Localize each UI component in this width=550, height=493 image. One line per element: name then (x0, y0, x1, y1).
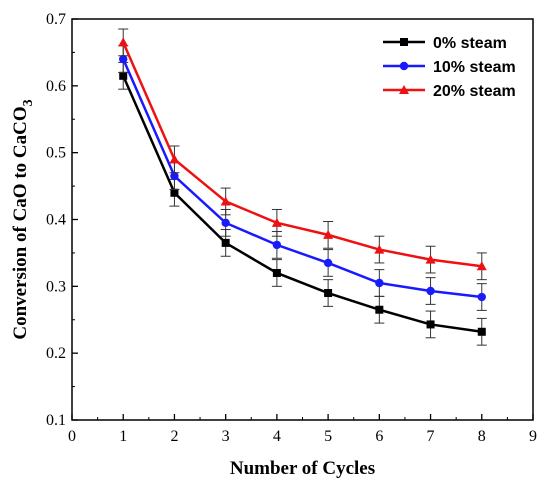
y-axis-title-main: Conversion of CaO to CaCO (10, 106, 31, 339)
series-0-steam (118, 61, 487, 346)
x-tick-label: 6 (375, 428, 383, 445)
series-layer (118, 28, 487, 346)
legend-marker (399, 61, 409, 71)
y-tick-label: 0.1 (46, 412, 66, 429)
y-axis-title-subscript: 3 (21, 99, 36, 106)
x-tick-label: 8 (478, 428, 486, 445)
x-tick-label: 2 (170, 428, 178, 445)
data-point (477, 292, 486, 302)
plot-frame (71, 18, 534, 421)
x-tick-label: 1 (119, 428, 127, 445)
data-point (323, 258, 333, 268)
data-point (476, 261, 487, 271)
data-point (323, 229, 334, 239)
data-point (375, 278, 384, 288)
data-point (426, 320, 435, 329)
y-tick-label: 0.3 (46, 278, 66, 295)
legend-item: 10% steam (383, 59, 516, 76)
data-point (477, 327, 486, 336)
data-point (271, 217, 282, 227)
data-point (324, 289, 333, 298)
x-tick-label: 5 (324, 428, 332, 445)
legend-item: 0% steam (383, 35, 507, 52)
data-point (221, 238, 230, 247)
series-10-steam (118, 45, 487, 311)
legend-marker (399, 85, 409, 94)
x-tick-label: 9 (529, 428, 537, 445)
series-line (122, 41, 482, 268)
data-point (118, 37, 129, 47)
data-point (170, 188, 179, 197)
x-tick-label: 0 (68, 428, 76, 445)
data-point (272, 240, 282, 250)
data-point (170, 171, 179, 181)
y-tick-label: 0.2 (46, 345, 66, 362)
y-tick-label: 0.7 (46, 11, 66, 28)
legend-label: 10% steam (433, 59, 516, 76)
data-point (425, 254, 436, 264)
y-tick-label: 0.6 (46, 78, 66, 95)
data-point (119, 71, 128, 80)
series-line (122, 75, 482, 334)
data-point (119, 54, 128, 64)
series-line (122, 58, 482, 299)
data-point (221, 218, 230, 228)
data-point (272, 268, 281, 277)
series-20-steam (118, 28, 487, 281)
data-point (426, 286, 435, 296)
legend-item: 20% steam (383, 83, 516, 100)
plot-area (71, 18, 534, 421)
x-tick-label: 4 (273, 428, 281, 445)
legend-marker (400, 38, 408, 46)
data-point (169, 154, 180, 164)
legend: 0% steam 10% steam 20% steam (383, 35, 516, 100)
x-tick-label: 3 (222, 428, 230, 445)
data-point (375, 305, 384, 314)
y-axis: 0.1 0.2 0.3 0.4 0.5 0.6 0.7 (46, 11, 78, 429)
y-tick-label: 0.5 (46, 145, 66, 162)
x-tick-label: 7 (427, 428, 435, 445)
x-axis-title: Number of Cycles (230, 458, 375, 479)
x-axis: 0 1 2 3 4 5 6 7 8 9 (68, 414, 537, 445)
y-tick-label: 0.4 (46, 212, 66, 229)
y-axis-title: Conversion of CaO to CaCO3 (10, 99, 36, 339)
data-point (220, 196, 231, 206)
data-point (374, 244, 385, 254)
legend-label: 0% steam (433, 35, 507, 52)
legend-label: 20% steam (433, 83, 516, 100)
